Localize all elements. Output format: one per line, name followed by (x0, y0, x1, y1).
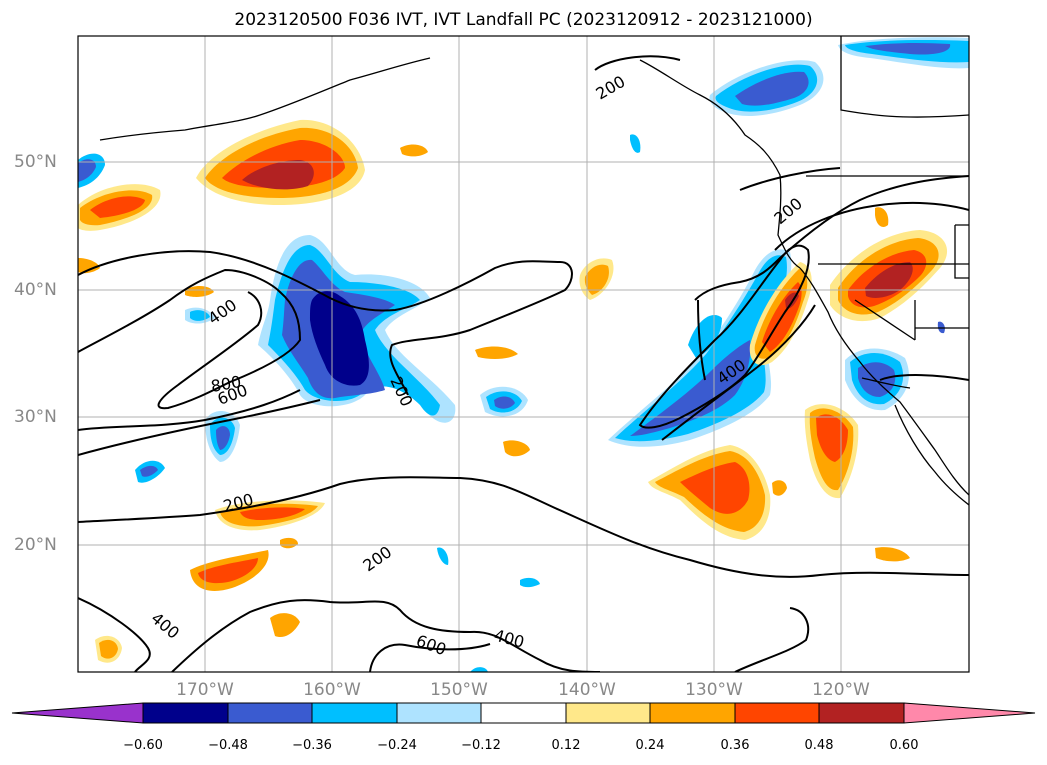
colorbar-extend-max (903, 702, 1036, 724)
colorbar-tick-label: 0.12 (551, 738, 581, 753)
colorbar-bin (227, 702, 313, 724)
colorbar-bin (480, 702, 567, 724)
graticule (78, 36, 969, 672)
lon-label: 140°W (558, 680, 616, 700)
shaded-fields (78, 37, 969, 672)
lat-label: 50°N (14, 152, 57, 172)
colorbar-tick-label: −0.24 (377, 738, 417, 753)
cool-field-small-2 (480, 386, 528, 417)
colorbar-bin (649, 702, 736, 724)
map-plot: 200 200 400 800 600 200 200 200 400 400 … (78, 36, 969, 672)
lon-label: 150°W (430, 680, 488, 700)
warm-field-west (78, 184, 161, 231)
ivt-contours (78, 55, 969, 672)
warm-field-east-pacific (648, 445, 787, 540)
lat-label: 30°N (14, 407, 57, 427)
cool-field-small-3 (135, 460, 165, 483)
lon-label: 160°W (303, 680, 361, 700)
lon-label: 130°W (685, 680, 743, 700)
coastlines (99, 36, 969, 506)
colorbar-tick-label: −0.60 (123, 738, 163, 753)
colorbar-extend-min (11, 702, 144, 724)
colorbar-tick-label: −0.12 (461, 738, 501, 753)
colorbar (11, 702, 1036, 724)
colorbar-tick-label: −0.36 (292, 738, 332, 753)
colorbar-tick-label: 0.36 (720, 738, 750, 753)
map-title: 2023120500 F036 IVT, IVT Landfall PC (20… (234, 10, 813, 30)
plot-frame (77, 35, 970, 673)
colorbar-tick-label: 0.60 (889, 738, 919, 753)
lat-label: 40°N (14, 280, 57, 300)
cool-field-alaska (709, 37, 969, 116)
colorbar-bin (734, 702, 820, 724)
lat-label: 20°N (14, 535, 57, 555)
colorbar-tick-label: 0.24 (635, 738, 665, 753)
colorbar-bin (142, 702, 229, 724)
colorbar-tick-label: 0.48 (804, 738, 834, 753)
lon-label: 170°W (176, 680, 234, 700)
colorbar-bin (396, 702, 482, 724)
lon-label: 120°W (812, 680, 870, 700)
colorbar-bin (818, 702, 905, 724)
warm-field-baja-offshore (804, 404, 859, 499)
warm-field-subtropics (78, 144, 614, 663)
colorbar-tick-label: −0.48 (208, 738, 248, 753)
colorbar-bin (311, 702, 398, 724)
colorbar-bin (565, 702, 651, 724)
